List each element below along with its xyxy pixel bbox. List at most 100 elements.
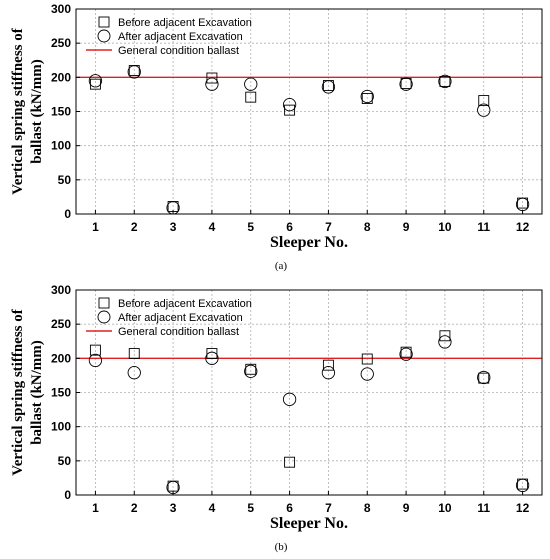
data-point-circle [515, 478, 530, 493]
data-point-circle [88, 74, 103, 88]
x-tick-label: 7 [325, 501, 332, 515]
y-tick-label: 250 [51, 317, 71, 331]
y-tick-label: 0 [64, 207, 71, 221]
y-tick-label: 200 [51, 351, 71, 365]
legend-square-marker [98, 297, 110, 309]
data-point-circle [244, 77, 258, 91]
y-tick-label: 200 [51, 70, 71, 84]
x-tick-label: 8 [364, 501, 371, 515]
data-point-square [206, 348, 218, 359]
y-tick-label: 150 [51, 386, 71, 400]
data-point-circle [127, 65, 141, 79]
x-tick-label: 4 [209, 220, 216, 234]
legend-square-marker [98, 16, 110, 28]
x-tick-label: 3 [170, 501, 177, 515]
data-point-square [478, 372, 490, 384]
data-point-circle [127, 366, 141, 380]
x-tick-label: 6 [286, 501, 293, 515]
x-tick-label: 12 [516, 501, 530, 515]
data-point-circle [477, 103, 491, 117]
data-point-circle [166, 480, 180, 495]
x-tick-label: 2 [131, 220, 138, 234]
data-point-square [439, 75, 451, 87]
y-axis-title: Vertical spring stiffness of ballast (kN/… [10, 308, 45, 476]
x-tick-label: 2 [131, 501, 138, 515]
legend-circle-marker [97, 310, 111, 324]
legend-entry: After adjacent Excavation [118, 31, 243, 43]
legend-entry: General condition ballast [118, 45, 239, 57]
y-axis-title-line: ballast (kN/mm) [29, 59, 45, 164]
data-point-circle [515, 197, 530, 212]
y-axis-title: Vertical spring stiffness of ballast (kN/… [10, 27, 45, 195]
data-point-square [245, 91, 257, 103]
x-tick-label: 8 [364, 220, 371, 234]
data-point-circle [477, 370, 491, 385]
legend-circle-marker [97, 29, 111, 43]
data-point-square [206, 72, 218, 84]
data-point-circle [166, 201, 180, 215]
data-point-circle [438, 335, 452, 349]
y-tick-label: 300 [51, 2, 71, 16]
x-tick-label: 1 [92, 220, 99, 234]
data-point-square [245, 363, 257, 375]
x-tick-label: 1 [92, 501, 99, 515]
data-point-square [439, 330, 451, 342]
data-point-circle [244, 364, 258, 378]
data-point-square [361, 93, 373, 104]
x-axis-title: Sleeper No. [270, 515, 348, 532]
data-point-square [361, 353, 373, 365]
x-tick-label: 7 [325, 220, 332, 234]
data-point-circle [360, 89, 374, 104]
data-point-circle [360, 367, 374, 381]
y-tick-label: 300 [51, 283, 71, 297]
data-point-circle [282, 98, 297, 112]
y-tick-label: 150 [51, 105, 71, 119]
legend-entry: After adjacent Excavation [118, 312, 243, 324]
x-tick-label: 5 [247, 220, 254, 234]
data-point-circle [282, 392, 297, 406]
data-point-circle [205, 351, 219, 365]
x-axis-title: Sleeper No. [270, 234, 348, 251]
data-point-circle [399, 347, 413, 361]
y-tick-label: 0 [64, 488, 71, 502]
y-axis-title-line: ballast (kN/mm) [29, 340, 45, 445]
data-point-square [400, 346, 412, 358]
x-tick-label: 4 [209, 501, 216, 515]
x-tick-label: 10 [438, 220, 452, 234]
y-axis-title-line: Vertical spring stiffness of [10, 27, 26, 195]
x-tick-label: 10 [438, 501, 452, 515]
x-tick-label: 11 [477, 220, 490, 234]
legend-entry: Before adjacent Excavation [118, 298, 252, 310]
legend-entry: Before adjacent Excavation [118, 17, 252, 29]
panel-label: (a) [275, 260, 288, 272]
data-point-square [89, 344, 101, 356]
data-point-circle [321, 80, 336, 94]
y-tick-label: 50 [58, 454, 72, 468]
x-tick-label: 12 [516, 220, 530, 234]
x-tick-label: 3 [170, 220, 177, 234]
panel-label: (b) [275, 541, 288, 553]
data-point-square [284, 104, 296, 116]
x-tick-label: 5 [247, 501, 254, 515]
data-point-circle [438, 74, 452, 89]
legend-entry: General condition ballast [118, 326, 239, 338]
y-tick-label: 100 [51, 420, 71, 434]
data-point-circle [88, 353, 103, 368]
data-point-square [478, 95, 490, 107]
y-tick-label: 250 [51, 36, 71, 50]
x-tick-label: 9 [403, 501, 410, 515]
y-tick-label: 50 [58, 173, 72, 187]
x-tick-label: 11 [477, 501, 490, 515]
data-point-circle [321, 366, 336, 380]
y-tick-label: 100 [51, 139, 71, 153]
data-point-square [322, 359, 334, 371]
data-point-square [284, 456, 296, 468]
data-point-circle [399, 77, 413, 91]
legend: Before adjacent Excavation After adjacent… [86, 16, 252, 57]
x-tick-label: 9 [403, 220, 410, 234]
y-axis-title-line: Vertical spring stiffness of [10, 308, 26, 476]
legend: Before adjacent Excavation After adjacent… [86, 297, 252, 338]
